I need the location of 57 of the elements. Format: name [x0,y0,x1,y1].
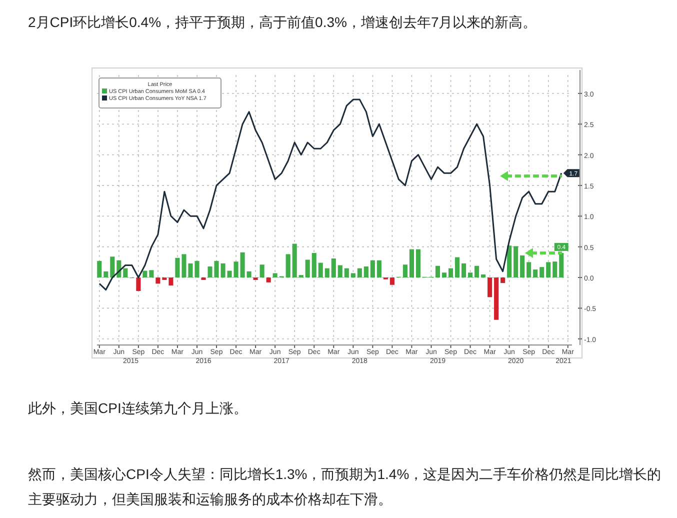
bar [376,260,382,278]
bar [409,249,414,278]
bar [331,258,336,278]
bar [344,268,349,278]
bar [461,263,466,278]
bar [149,270,154,278]
bar [435,266,440,278]
bar [357,268,362,278]
bar [552,262,558,278]
bar [324,268,330,278]
bar [520,255,525,278]
bar [175,258,180,278]
bar [500,278,506,284]
bar [272,273,278,278]
bar [266,278,271,282]
bar [546,262,551,278]
bar [338,265,342,278]
bar [305,260,310,278]
bar [514,246,518,278]
bar [104,271,108,278]
bar [533,270,538,278]
bar [123,268,128,278]
bar [370,260,375,278]
bar [286,254,290,278]
bar [142,270,148,278]
bar [474,266,480,278]
bar [318,262,323,278]
bar [507,246,512,278]
bar [364,266,368,278]
bar [442,272,447,278]
bar [402,264,408,278]
bar [448,268,454,278]
bar [240,252,245,278]
bar [468,272,473,278]
bar [416,249,420,278]
chart-title: 2月CPI环比增长0.4%，持平于预期，高于前值0.3%，增速创去年7月以来的新高。 [28,13,538,32]
bar [350,273,356,278]
bar [540,267,544,278]
bar [136,278,141,291]
bar [97,260,102,278]
bar [246,271,252,278]
bar [454,257,460,278]
bar [390,278,394,285]
text: 然而，美国核心CPI令人失望：同比增长1.3%，而预期为1.4%，这是因为二手车价格仍然是同比增长的主要驱动力，但美国服装和运输服务的成本价格却在下滑。 [28,465,662,509]
bar [168,278,174,286]
bar [559,252,564,278]
bar [156,278,160,284]
bar [526,262,532,278]
bar [292,244,297,278]
bar [481,274,486,278]
bar [110,256,115,278]
bar [488,278,492,298]
text: 此外，美国CPI连续第九个月上涨。 [28,399,248,418]
bar [312,252,316,278]
bar [494,278,499,320]
bar [234,262,238,278]
bar [260,264,264,278]
